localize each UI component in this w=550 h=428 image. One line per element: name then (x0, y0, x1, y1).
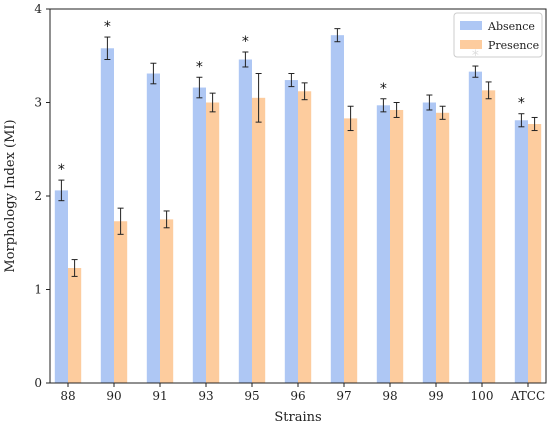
error-bar-absence-95 (242, 51, 249, 68)
error-bar-absence-97 (334, 28, 341, 43)
error-bar-absence-88 (58, 179, 65, 202)
bars-layer (54, 35, 542, 384)
y-tick-label-4: 4 (34, 2, 42, 16)
bar-presence-93 (206, 102, 220, 383)
axes-layer: 0 1 2 3 4 88 90 91 93 95 96 97 98 99 100 ATCC (34, 2, 547, 403)
error-bar-presence-96 (301, 82, 308, 101)
bar-absence-93 (192, 87, 206, 383)
bar-presence-91 (160, 219, 174, 383)
bar-absence-98 (376, 105, 390, 384)
x-tick-label-ATCC: ATCC (510, 389, 545, 403)
significance-star-ATCC: * (518, 96, 525, 112)
x-axis-title: Strains (274, 410, 321, 425)
error-bar-presence-90 (117, 207, 124, 235)
y-axis-title: Morphology Index (MI) (3, 119, 18, 272)
x-tick-label-100: 100 (471, 389, 494, 403)
legend: Absence Presence (453, 12, 543, 58)
bar-absence-96 (284, 80, 298, 383)
x-tick-label-91: 91 (152, 389, 167, 403)
error-bar-absence-100 (472, 65, 479, 78)
error-bar-presence-ATCC (531, 116, 538, 132)
bar-presence-88 (68, 267, 82, 383)
error-bar-presence-93 (209, 92, 216, 113)
bar-presence-97 (344, 118, 358, 384)
bar-absence-ATCC (514, 120, 528, 383)
bar-absence-91 (146, 73, 160, 383)
error-bar-absence-91 (150, 62, 157, 85)
bar-presence-95 (252, 97, 266, 383)
bar-presence-99 (436, 112, 450, 383)
x-tick-label-93: 93 (198, 389, 213, 403)
bar-absence-97 (330, 35, 344, 384)
bar-presence-96 (298, 91, 312, 383)
legend-swatch-absence (460, 21, 482, 30)
y-tick-label-2: 2 (34, 189, 42, 203)
x-tick-label-90: 90 (106, 389, 121, 403)
error-bar-absence-93 (196, 76, 203, 99)
significance-star-98: * (380, 81, 387, 97)
bar-presence-100 (482, 90, 496, 383)
y-tick-label-1: 1 (34, 283, 42, 297)
error-bars-layer (58, 28, 538, 277)
significance-star-95: * (242, 34, 249, 50)
y-tick-label-3: 3 (34, 96, 42, 110)
x-tick-label-88: 88 (60, 389, 75, 403)
error-bar-presence-97 (347, 105, 354, 132)
significance-star-93: * (196, 59, 203, 75)
bar-absence-95 (238, 59, 252, 384)
x-tick-label-98: 98 (382, 389, 397, 403)
bar-absence-99 (422, 102, 436, 383)
error-bar-presence-100 (485, 81, 492, 100)
x-tick-label-97: 97 (336, 389, 351, 403)
error-bar-absence-99 (426, 94, 433, 111)
error-bar-presence-95 (255, 73, 262, 123)
significance-star-90: * (104, 19, 111, 35)
legend-swatch-presence (460, 40, 482, 49)
error-bar-absence-ATCC (518, 113, 525, 128)
legend-label-presence: Presence (488, 39, 539, 52)
bar-absence-88 (54, 190, 68, 383)
error-bar-absence-90 (104, 36, 111, 60)
significance-star-88: * (58, 162, 65, 178)
bar-presence-98 (390, 109, 404, 383)
y-tick-label-0: 0 (34, 376, 42, 390)
legend-label-absence: Absence (487, 20, 535, 33)
error-bar-presence-88 (71, 259, 78, 277)
error-bar-absence-98 (380, 98, 387, 113)
error-bar-presence-98 (393, 102, 400, 118)
bar-absence-90 (100, 48, 114, 384)
error-bar-absence-96 (288, 73, 295, 88)
error-bar-presence-91 (163, 210, 170, 229)
error-bar-presence-99 (439, 105, 446, 120)
bar-presence-ATCC (528, 124, 542, 383)
x-tick-label-95: 95 (244, 389, 259, 403)
x-tick-label-96: 96 (290, 389, 305, 403)
bar-presence-90 (114, 221, 128, 383)
x-tick-label-99: 99 (428, 389, 443, 403)
bar-absence-100 (468, 71, 482, 384)
